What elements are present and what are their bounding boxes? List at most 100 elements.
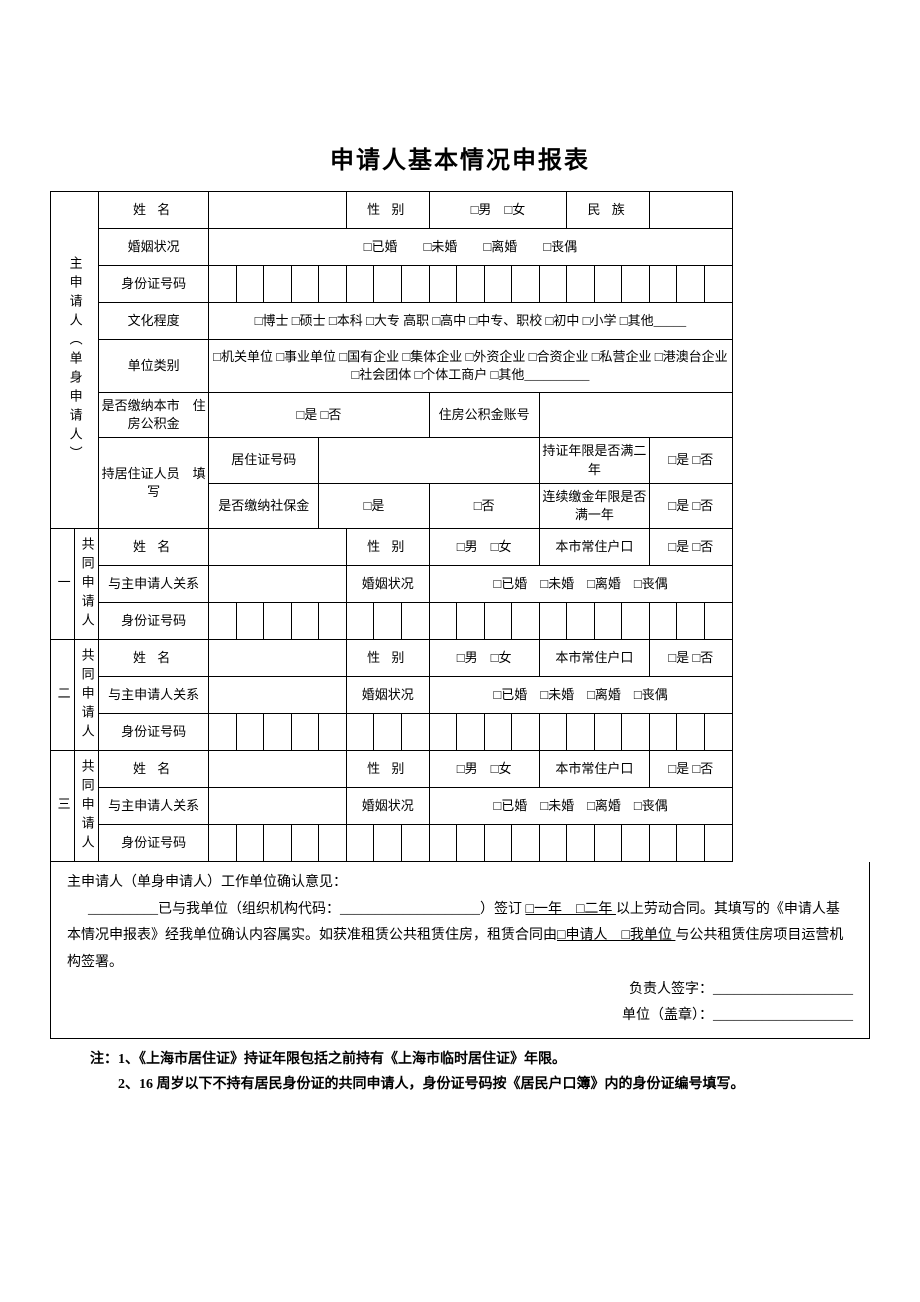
co2-input-relation[interactable] (209, 677, 347, 714)
id-cell[interactable] (319, 266, 347, 303)
id-cell[interactable] (236, 714, 264, 751)
id-cell[interactable] (622, 603, 650, 640)
id-cell[interactable] (512, 825, 540, 862)
id-cell[interactable] (539, 603, 567, 640)
id-cell[interactable] (512, 714, 540, 751)
id-cell[interactable] (209, 825, 237, 862)
co1-input-local[interactable]: □是 □否 (649, 529, 732, 566)
id-cell[interactable] (705, 603, 733, 640)
input-edu[interactable]: □博士 □硕士 □本科 □大专 高职 □高中 □中专、职校 □初中 □小学 □其… (209, 303, 732, 340)
id-cell[interactable] (374, 714, 402, 751)
id-cell[interactable] (705, 825, 733, 862)
co3-input-relation[interactable] (209, 788, 347, 825)
id-cell[interactable] (677, 603, 705, 640)
id-cell[interactable] (539, 714, 567, 751)
co1-input-marital[interactable]: □已婚 □未婚 □离婚 □丧偶 (429, 566, 732, 603)
id-cell[interactable] (374, 603, 402, 640)
id-cell[interactable] (594, 266, 622, 303)
id-cell[interactable] (209, 714, 237, 751)
input-social-years[interactable]: □是 □否 (649, 483, 732, 528)
id-cell[interactable] (594, 714, 622, 751)
id-cell[interactable] (429, 714, 457, 751)
id-cell[interactable] (677, 714, 705, 751)
confirm-opt2[interactable]: □二年 (562, 902, 616, 917)
id-cell[interactable] (594, 603, 622, 640)
id-cell[interactable] (346, 266, 374, 303)
id-cell[interactable] (512, 266, 540, 303)
co1-input-gender[interactable]: □男 □女 (429, 529, 539, 566)
input-unit-type[interactable]: □机关单位 □事业单位 □国有企业 □集体企业 □外资企业 □合资企业 □私营企… (209, 340, 732, 393)
id-cell[interactable] (346, 714, 374, 751)
id-cell[interactable] (236, 825, 264, 862)
input-name[interactable] (209, 192, 347, 229)
id-cell[interactable] (539, 825, 567, 862)
id-cell[interactable] (319, 603, 347, 640)
id-cell[interactable] (402, 825, 430, 862)
id-cell[interactable] (346, 825, 374, 862)
id-cell[interactable] (264, 825, 292, 862)
id-cell[interactable] (649, 603, 677, 640)
input-ethnicity[interactable] (649, 192, 732, 229)
id-cell[interactable] (649, 714, 677, 751)
input-marital[interactable]: □已婚 □未婚 □离婚 □丧偶 (209, 229, 732, 266)
id-cell[interactable] (457, 825, 485, 862)
co2-input-local[interactable]: □是 □否 (649, 640, 732, 677)
id-cell[interactable] (264, 603, 292, 640)
id-cell[interactable] (567, 714, 595, 751)
input-cert-years[interactable]: □是 □否 (649, 438, 732, 483)
id-cell[interactable] (291, 825, 319, 862)
id-cell[interactable] (484, 266, 512, 303)
id-cell[interactable] (567, 266, 595, 303)
id-cell[interactable] (539, 266, 567, 303)
id-cell[interactable] (291, 603, 319, 640)
id-cell[interactable] (705, 714, 733, 751)
id-cell[interactable] (622, 714, 650, 751)
id-cell[interactable] (429, 825, 457, 862)
id-cell[interactable] (402, 603, 430, 640)
id-cell[interactable] (374, 825, 402, 862)
id-cell[interactable] (402, 266, 430, 303)
confirm-opt3[interactable]: □申请人 □我单位 (557, 928, 675, 943)
id-cell[interactable] (264, 714, 292, 751)
id-cell[interactable] (264, 266, 292, 303)
id-cell[interactable] (402, 714, 430, 751)
input-fund-acct[interactable] (539, 393, 732, 438)
id-cell[interactable] (705, 266, 733, 303)
id-cell[interactable] (484, 825, 512, 862)
id-cell[interactable] (429, 603, 457, 640)
co3-input-local[interactable]: □是 □否 (649, 751, 732, 788)
id-cell[interactable] (484, 603, 512, 640)
id-cell[interactable] (429, 266, 457, 303)
id-cell[interactable] (567, 825, 595, 862)
id-cell[interactable] (484, 714, 512, 751)
input-residence-no[interactable] (319, 438, 539, 483)
co3-input-gender[interactable]: □男 □女 (429, 751, 539, 788)
input-fund-pay[interactable]: □是 □否 (209, 393, 429, 438)
id-cell[interactable] (319, 825, 347, 862)
id-cell[interactable] (594, 825, 622, 862)
id-cell[interactable] (457, 603, 485, 640)
id-cell[interactable] (236, 266, 264, 303)
id-cell[interactable] (567, 603, 595, 640)
id-cell[interactable] (677, 266, 705, 303)
id-cell[interactable] (622, 266, 650, 303)
input-social-ins-yes[interactable]: □是 (319, 483, 429, 528)
id-cell[interactable] (649, 825, 677, 862)
id-cell[interactable] (209, 603, 237, 640)
co2-input-name[interactable] (209, 640, 347, 677)
id-cell[interactable] (236, 603, 264, 640)
confirm-opt1[interactable]: □一年 (526, 902, 562, 917)
id-cell[interactable] (677, 825, 705, 862)
co1-input-name[interactable] (209, 529, 347, 566)
id-cell[interactable] (319, 714, 347, 751)
id-cell[interactable] (457, 266, 485, 303)
id-cell[interactable] (291, 266, 319, 303)
input-gender[interactable]: □男 □女 (429, 192, 567, 229)
id-cell[interactable] (512, 603, 540, 640)
id-cell[interactable] (457, 714, 485, 751)
id-cell[interactable] (209, 266, 237, 303)
co2-input-gender[interactable]: □男 □女 (429, 640, 539, 677)
id-cell[interactable] (291, 714, 319, 751)
id-cell[interactable] (649, 266, 677, 303)
id-cell[interactable] (374, 266, 402, 303)
